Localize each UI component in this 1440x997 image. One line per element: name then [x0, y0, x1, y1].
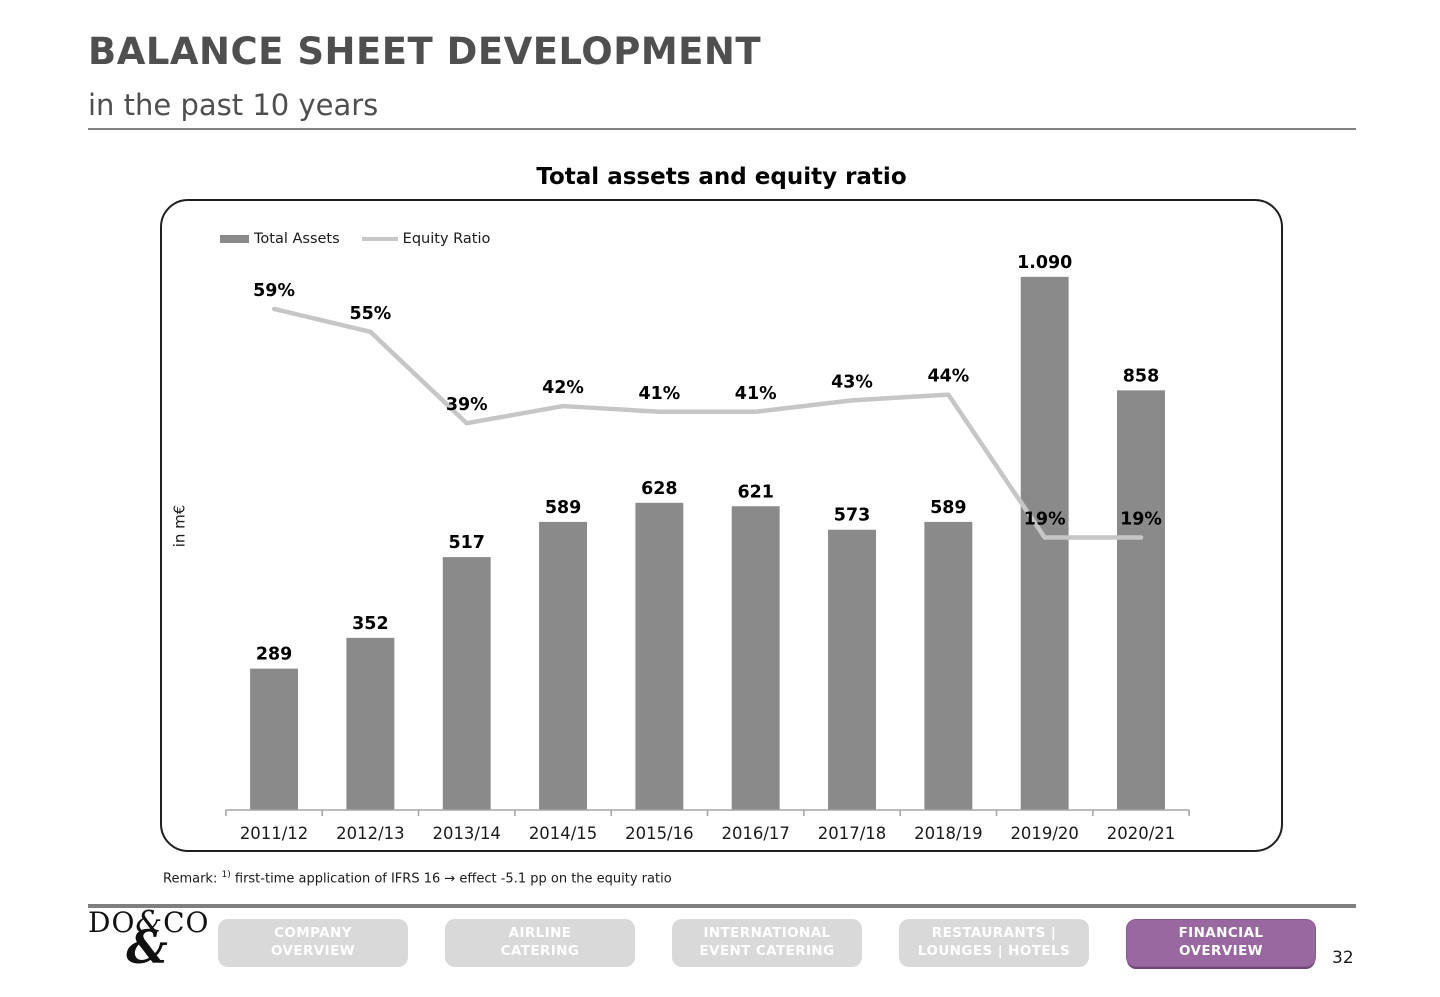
bar-value-label: 352: [352, 614, 388, 634]
nav-button-financial-overview[interactable]: FINANCIAL OVERVIEW: [1126, 919, 1316, 967]
page-subtitle: in the past 10 years: [88, 88, 379, 122]
bar-value-label: 589: [930, 498, 966, 518]
nav-label: AIRLINE: [508, 925, 572, 942]
nav-label: CATERING: [500, 943, 580, 959]
remark-footnote-marker: 1): [221, 870, 231, 880]
equity-ratio-label: 55%: [349, 304, 391, 324]
page-number: 32: [1332, 948, 1354, 968]
bar-2011/12: [250, 668, 299, 810]
x-axis-label: 2014/15: [529, 824, 597, 843]
legend-item-total-assets: Total Assets: [220, 231, 340, 247]
nav-label: COMPANY: [274, 925, 352, 942]
bar-2013/14: [442, 557, 491, 810]
nav-label: RESTAURANTS |: [931, 925, 1057, 942]
bar-2016/17: [731, 506, 780, 810]
legend-item-equity-ratio: Equity Ratio: [361, 231, 491, 247]
doco-logo-wordmark: DO&CO: [88, 905, 210, 940]
chart-frame: 2011/12 2012/13 2013/14 2014/15 2015/16 2016/…: [160, 199, 1283, 852]
page-title: BALANCE SHEET DEVELOPMENT: [88, 30, 762, 73]
doco-logo: DO&CO &: [88, 905, 210, 974]
equity-ratio-label: 39%: [446, 395, 488, 415]
legend-label-equity-ratio: Equity Ratio: [402, 231, 491, 247]
nav-label: FINANCIAL: [1178, 925, 1264, 942]
bar-value-label: 628: [641, 479, 677, 499]
x-axis-label: 2013/14: [432, 824, 500, 843]
bar-2020/21: [1117, 390, 1165, 810]
footer-divider: [88, 904, 1356, 908]
bar-2019/20: [1020, 276, 1069, 810]
nav-button-airline-catering[interactable]: AIRLINE CATERING: [445, 919, 635, 967]
bar-2018/19: [924, 521, 973, 810]
x-axis-label: 2012/13: [336, 824, 404, 843]
x-axis-label: 2015/16: [625, 824, 693, 843]
bar-value-label: 573: [834, 506, 870, 526]
nav-label: EVENT CATERING: [699, 943, 835, 959]
equity-ratio-line: [271, 306, 1144, 540]
x-axis-label: 2016/17: [721, 824, 789, 843]
remark: Remark: 1) first-time application of IFR…: [163, 870, 672, 886]
x-axis-label: 2020/21: [1107, 824, 1175, 843]
x-axis-label: 2019/20: [1010, 824, 1078, 843]
chart-legend: Total Assets Equity Ratio: [220, 231, 490, 247]
equity-ratio-label: 59%: [253, 281, 295, 301]
remark-label: Remark:: [163, 871, 218, 887]
x-axis-label: 2018/19: [914, 824, 982, 843]
nav-label: OVERVIEW: [271, 943, 355, 959]
chart-canvas: 2011/12 2012/13 2013/14 2014/15 2015/16 2016/…: [225, 253, 1190, 843]
nav-label: OVERVIEW: [1179, 943, 1263, 959]
equity-ratio-label: 19%: [1120, 510, 1162, 530]
bar-2015/16: [635, 502, 684, 810]
logo-ampersand: &: [135, 905, 164, 940]
chart-title: Total assets and equity ratio: [536, 164, 907, 190]
x-axis-label: 2017/18: [818, 824, 886, 843]
bar-2017/18: [828, 529, 876, 810]
equity-ratio-label: 44%: [927, 367, 969, 387]
bar-2014/15: [539, 521, 587, 810]
equity-ratio-swatch-icon: [361, 237, 398, 241]
logo-do: DO: [88, 906, 136, 939]
equity-ratio-label: 41%: [638, 384, 680, 404]
equity-ratio-label: 19%: [1024, 510, 1066, 530]
bar-value-label: 1.090: [1017, 253, 1072, 273]
logo-co: CO: [163, 906, 210, 939]
nav-label: LOUNGES | HOTELS: [917, 943, 1071, 959]
bar-value-label: 589: [545, 498, 581, 518]
total-assets-swatch-icon: [220, 235, 249, 243]
logo-ampersand-flourish-icon: &: [126, 920, 168, 974]
nav-button-restaurants-lounges-hotels[interactable]: RESTAURANTS | LOUNGES | HOTELS: [899, 919, 1089, 967]
nav-button-international-event-catering[interactable]: INTERNATIONAL EVENT CATERING: [672, 919, 862, 967]
equity-ratio-label: 43%: [831, 372, 873, 392]
equity-ratio-label: 41%: [735, 384, 777, 404]
nav-label: INTERNATIONAL: [703, 925, 831, 942]
bar-value-label: 289: [256, 645, 292, 665]
title-divider: [88, 128, 1356, 130]
nav-button-company-overview[interactable]: COMPANY OVERVIEW: [218, 919, 408, 967]
bar-value-label: 858: [1123, 366, 1159, 386]
bar-value-label: 621: [737, 482, 773, 502]
bar-value-label: 517: [448, 533, 484, 553]
footer-nav: COMPANY OVERVIEW AIRLINE CATERING INTERN…: [218, 919, 1316, 967]
remark-text: first-time application of IFRS 16 → effe…: [234, 871, 672, 887]
equity-ratio-label: 42%: [542, 378, 584, 398]
bar-2012/13: [346, 637, 395, 810]
x-axis-label: 2011/12: [240, 824, 308, 843]
legend-label-total-assets: Total Assets: [254, 231, 340, 247]
